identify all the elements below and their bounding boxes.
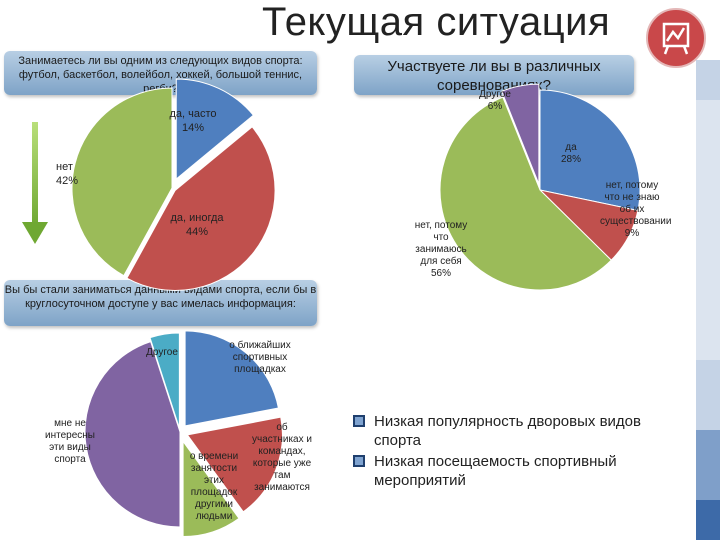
bullet-list: Низкая популярность дворовых видов спорт… [352,412,672,492]
pie3-slice-4 [84,341,181,528]
pie1-label-sometimes: да, иногда 44% [170,212,224,238]
pie2-label-for-self: нет, потому что занимаюсь для себя 56% [414,220,468,279]
pie1-slice-1 [175,78,255,181]
pie3-label-participants: об участниках и командах, которые уже та… [252,422,312,493]
pie2-label-yes: да 28% [560,142,581,165]
pie2-slice-4 [501,83,540,185]
pie2-slice-3 [439,96,612,291]
pie2-slice-1 [539,89,641,212]
pie3-label-other: Другое [146,347,178,358]
pie-chart-2 [439,83,641,291]
down-arrow-icon [22,122,48,244]
pie-chart-1 [71,78,276,292]
checkbox-bullet-icon [353,415,365,427]
pie1-label-often: да, часто 14% [169,108,217,134]
pie3-label-not-interested: мне не интересны эти виды спорта [45,418,95,465]
pie2-label-other: Другое 6% [479,89,511,112]
pie1-slice-3 [71,87,173,277]
logo-icon [646,8,706,68]
pie2-label-dont-know: нет, потому что не знаю об их существова… [600,180,672,239]
checkbox-bullet-icon [353,455,365,467]
pie-chart-3 [84,330,283,538]
bullet-item: Низкая популярность дворовых видов спорт… [352,412,672,450]
bullet-item: Низкая посещаемость спортивный мероприят… [352,452,672,490]
pie3-slice-1 [184,330,280,427]
pie3-slice-3 [182,439,240,538]
pie1-label-no: нет 42% [56,161,79,187]
pie3-slice-5 [149,332,180,429]
question-box-1: Занимаетесь ли вы одним из следующих вид… [4,51,317,95]
pie3-label-time: о времени занятости этих площадок другим… [189,451,239,522]
pie1-slice-2 [126,126,276,292]
pie3-slice-2 [186,416,283,513]
pie3-label-nearby: о ближайших спортивных площадках [229,340,291,375]
right-decor-bar [696,60,720,540]
slide-title: Текущая ситуация [262,0,611,44]
